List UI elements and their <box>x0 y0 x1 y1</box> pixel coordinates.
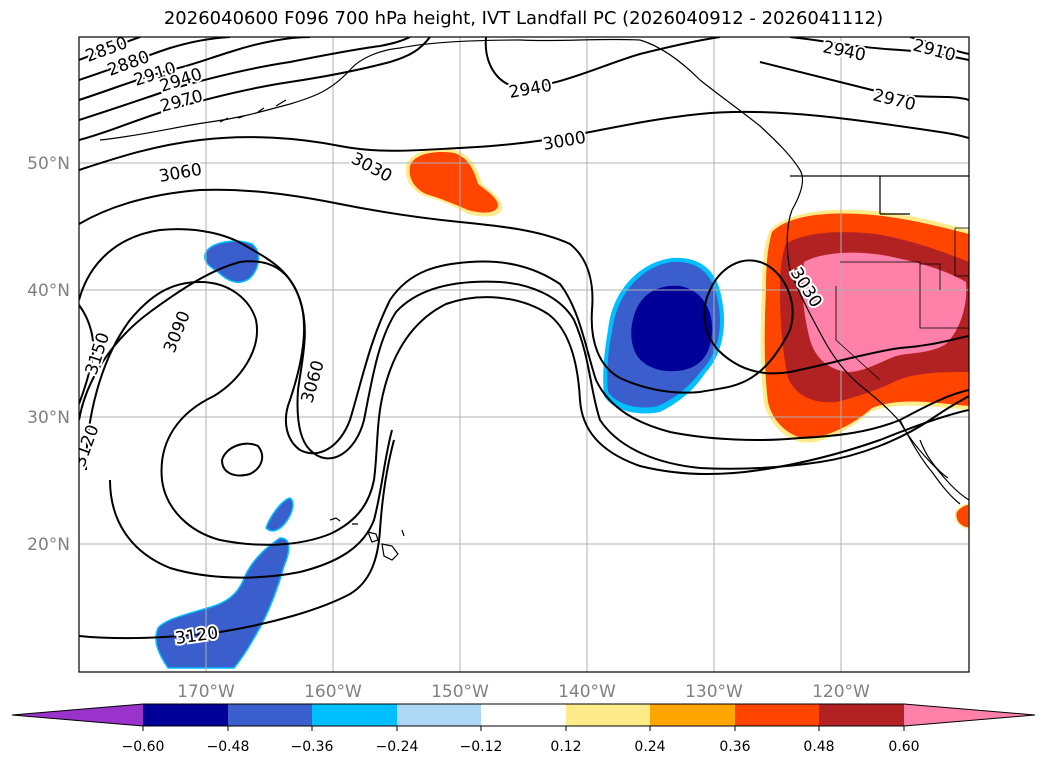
map-frame <box>78 36 970 673</box>
contour-3060-south <box>109 429 393 579</box>
ivt-blob-southwest-small <box>265 497 294 532</box>
ivt-positive-regions <box>405 148 969 529</box>
colorbar-tick: 0.48 <box>803 739 834 755</box>
colorbar-tick: −0.36 <box>291 739 334 755</box>
lat-label-50n: 50°N <box>27 154 70 174</box>
coast-alaska-peninsula <box>99 38 969 501</box>
colorbar-tick: 0.24 <box>634 739 665 755</box>
colorbar-extend-low <box>12 704 143 726</box>
longitude-labels: 170°W 160°W 150°W 140°W 130°W 120°W <box>177 682 870 702</box>
contour-3000 <box>79 110 969 171</box>
lat-label-20n: 20°N <box>27 535 70 555</box>
lon-label-140w: 140°W <box>558 682 616 702</box>
colorbar-segment <box>650 704 735 726</box>
graticule <box>79 37 969 672</box>
lon-label-130w: 130°W <box>685 682 743 702</box>
colorbar-tick: −0.24 <box>376 739 419 755</box>
colorbar-segment <box>143 704 228 726</box>
colorbar-tick: 0.60 <box>888 739 919 755</box>
colorbar-segment <box>566 704 650 726</box>
contour-3120 <box>85 280 969 546</box>
colorbar-tick: −0.12 <box>460 739 503 755</box>
ivt-blob-east-pink <box>802 252 967 372</box>
ivt-blob-mexico <box>954 503 969 529</box>
colorbar-tick: −0.60 <box>122 739 165 755</box>
contour-2910 <box>79 37 311 101</box>
colorbar-segment <box>735 704 819 726</box>
contour-2970-east <box>759 61 969 101</box>
colorbar-segment <box>312 704 397 726</box>
contour-3120-south <box>79 439 395 640</box>
border-canada-us <box>790 175 969 215</box>
colorbar-segment <box>397 704 481 726</box>
contour-2940-ridge <box>484 37 721 90</box>
coast-baja-california <box>899 419 961 505</box>
lon-label-170w: 170°W <box>177 682 235 702</box>
latitude-labels: 50°N 40°N 30°N 20°N <box>27 154 70 555</box>
colorbar-tick: 0.36 <box>719 739 750 755</box>
contour-2940-west <box>79 37 411 121</box>
colorbar-segment <box>819 704 904 726</box>
height-contours <box>79 37 969 640</box>
coast-islands-aleutian <box>219 99 287 123</box>
contour-2850 <box>79 37 141 61</box>
lon-label-150w: 150°W <box>431 682 489 702</box>
colorbar-segment <box>228 704 312 726</box>
coast-hawaii <box>329 517 405 561</box>
contour-3150 <box>79 304 95 405</box>
lat-label-40n: 40°N <box>27 281 70 301</box>
map-title: 2026040600 F096 700 hPa height, IVT Land… <box>163 8 884 29</box>
colorbar-tick: −0.48 <box>207 739 250 755</box>
colorbar-extend-high <box>904 704 1035 726</box>
colorbar-segment <box>481 704 566 726</box>
contour-2940-east <box>789 37 969 61</box>
colorbar: −0.60 −0.48 −0.36 −0.24 −0.12 0.12 0.24 … <box>11 703 1036 755</box>
contour-2970-west <box>79 37 431 141</box>
lon-label-160w: 160°W <box>304 682 362 702</box>
contour-2910-east <box>909 37 969 55</box>
contour-3030 <box>79 188 969 394</box>
state-borders <box>835 227 969 381</box>
contour-3120-closed <box>220 442 264 477</box>
lon-label-120w: 120°W <box>812 682 870 702</box>
contour-3060 <box>79 228 969 455</box>
ivt-blob-north <box>409 152 498 213</box>
colorbar-tick: 0.12 <box>550 739 581 755</box>
contour-2880 <box>79 37 231 81</box>
ivt-blob-central-core <box>631 285 713 372</box>
contour-3090 <box>79 260 969 470</box>
coastlines <box>99 38 969 561</box>
lat-label-30n: 30°N <box>27 408 70 428</box>
